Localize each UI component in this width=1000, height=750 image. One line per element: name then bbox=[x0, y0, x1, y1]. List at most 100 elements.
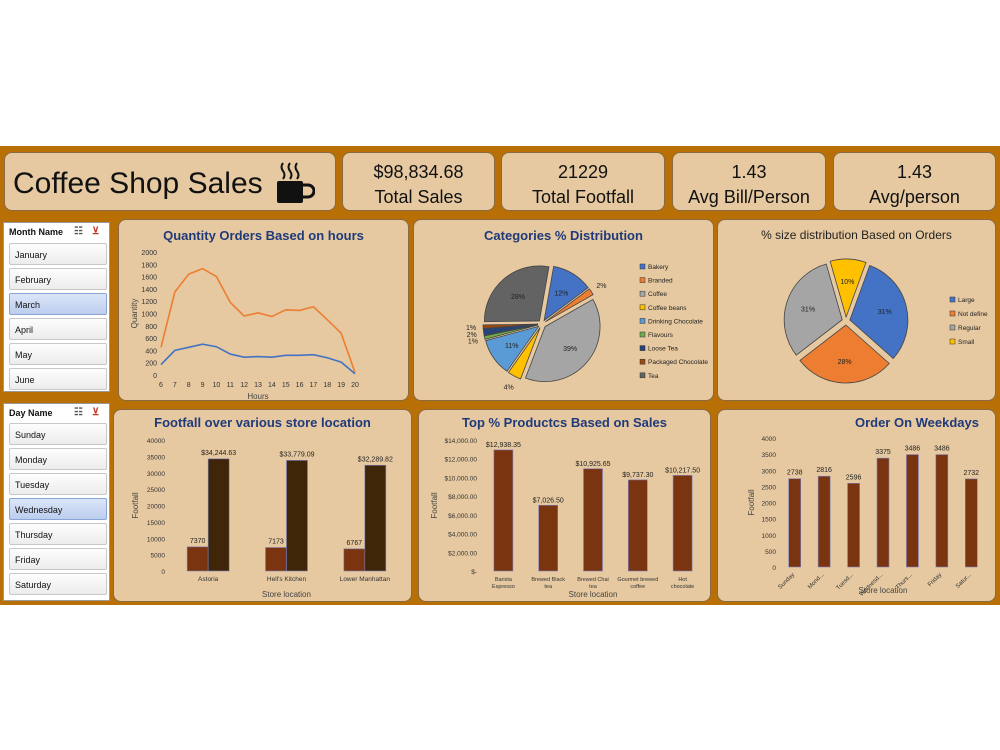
page-title: Coffee Shop Sales bbox=[13, 167, 263, 200]
x-tick-label: 6 bbox=[159, 382, 163, 389]
pie-data-label: 39% bbox=[563, 346, 577, 353]
day-item-wednesday[interactable]: Wednesday bbox=[9, 498, 107, 520]
footfall-bar-chart: 0 5000 10000 15000 20000 25000 30000 35000 40000… bbox=[131, 438, 393, 599]
y-tick-label: 1400 bbox=[141, 287, 157, 294]
day-item-thursday[interactable]: Thursday bbox=[9, 523, 107, 545]
x-tick-label: tea bbox=[589, 584, 598, 590]
y-tick-label: $8,000.00 bbox=[448, 494, 477, 501]
pie-data-label: 28% bbox=[838, 359, 852, 366]
day-item-monday[interactable]: Monday bbox=[9, 448, 107, 470]
chart-title: Order On Weekdays bbox=[854, 415, 979, 430]
x-tick-label: 18 bbox=[323, 382, 331, 389]
x-tick-label: 19 bbox=[337, 382, 345, 389]
series-line-0 bbox=[160, 267, 356, 373]
legend-entry: Small bbox=[958, 339, 975, 346]
y-tick-label: 35000 bbox=[147, 454, 165, 461]
pie-data-label: 1% bbox=[466, 325, 476, 332]
coffee-cup-icon bbox=[277, 162, 315, 203]
day-item-tuesday[interactable]: Tuesday bbox=[9, 473, 107, 495]
bar bbox=[672, 475, 693, 572]
day-item-sunday[interactable]: Sunday bbox=[9, 423, 107, 445]
x-tick-label: Lower Manhattan bbox=[340, 576, 391, 583]
y-tick-label: 40000 bbox=[147, 438, 165, 445]
pie-slice-2 bbox=[524, 298, 601, 382]
kpi-avg-person: 1.43 Avg/person bbox=[833, 152, 996, 211]
bar bbox=[186, 546, 209, 572]
legend-swatch bbox=[949, 310, 956, 317]
legend-swatch bbox=[949, 338, 956, 345]
sizes-chart-card: % size distribution Based on Orders 31% 2… bbox=[717, 219, 996, 401]
legend-swatch bbox=[949, 296, 956, 303]
multi-select-icon[interactable]: ☷ bbox=[74, 226, 83, 237]
sizes-pie-chart: 31% 28% 31% 10% Large Not define Regular Small bbox=[783, 258, 988, 384]
day-item-friday[interactable]: Friday bbox=[9, 548, 107, 570]
bar bbox=[583, 468, 603, 572]
month-item-march[interactable]: March bbox=[9, 293, 107, 315]
bar-data-label: $32,289.82 bbox=[358, 456, 393, 463]
bar bbox=[876, 457, 890, 568]
legend-swatch bbox=[639, 345, 646, 351]
x-tick-label: 7 bbox=[173, 382, 177, 389]
legend-swatch bbox=[639, 304, 646, 311]
slicer-title: Month Name bbox=[9, 227, 63, 237]
series-line-1 bbox=[160, 343, 356, 375]
pie-data-label: 4% bbox=[504, 385, 514, 392]
x-tick-label: Tuesd... bbox=[836, 572, 856, 592]
y-tick-label: 1800 bbox=[141, 262, 157, 269]
x-tick-label: 13 bbox=[254, 382, 262, 389]
month-item-may[interactable]: May bbox=[9, 343, 107, 365]
x-tick-label: tea bbox=[544, 584, 553, 590]
pie-data-label: 31% bbox=[878, 309, 892, 316]
weekdays-chart-card: Order On Weekdays 0 500 1000 1500 2000 2500 30… bbox=[717, 409, 996, 602]
x-tick-label: 16 bbox=[296, 382, 304, 389]
bar bbox=[265, 547, 287, 572]
y-tick-label: 0 bbox=[772, 565, 776, 572]
kpi-total-footfall: 21229 Total Footfall bbox=[501, 152, 665, 211]
bar-data-label: 3375 bbox=[875, 449, 891, 456]
pie-slice-2 bbox=[783, 263, 843, 356]
month-item-january[interactable]: January bbox=[9, 243, 107, 265]
x-tick-label: 12 bbox=[240, 382, 248, 389]
pie-data-label: 1% bbox=[468, 338, 478, 345]
month-item-april[interactable]: April bbox=[9, 318, 107, 340]
x-tick-label: 11 bbox=[227, 382, 234, 389]
bar-data-label: 2732 bbox=[963, 470, 979, 477]
x-tick-label: 15 bbox=[282, 382, 290, 389]
kpi-label: Total Footfall bbox=[531, 187, 635, 207]
day-item-saturday[interactable]: Saturday bbox=[9, 573, 107, 595]
bar-data-label: 2816 bbox=[816, 467, 832, 474]
month-item-june[interactable]: June bbox=[9, 368, 107, 390]
y-tick-label: $12,000.00 bbox=[444, 457, 477, 464]
legend-entry: Not define bbox=[958, 311, 988, 318]
x-tick-label: Hell's Kitchen bbox=[267, 576, 307, 583]
bar-data-label: $12,938.35 bbox=[486, 442, 521, 449]
y-tick-label: 1500 bbox=[762, 517, 777, 524]
month-item-february[interactable]: February bbox=[9, 268, 107, 290]
pie-data-label: 28% bbox=[511, 294, 525, 301]
bar-data-label: $9,737.30 bbox=[622, 472, 653, 479]
kpi-value: $98,834.68 bbox=[373, 162, 464, 182]
clear-filter-icon[interactable]: ⊻ bbox=[92, 407, 100, 418]
multi-select-icon[interactable]: ☷ bbox=[74, 407, 83, 418]
bar-data-label: 7370 bbox=[190, 538, 206, 545]
title-card: Coffee Shop Sales bbox=[4, 152, 336, 211]
bar bbox=[788, 478, 802, 568]
x-tick-label: Astoria bbox=[198, 576, 219, 583]
bar-data-label: 2596 bbox=[846, 474, 862, 481]
chart-title: Quantity Orders Based on hours bbox=[163, 228, 364, 243]
clear-filter-icon[interactable]: ⊻ bbox=[92, 226, 100, 237]
y-tick-label: 1000 bbox=[141, 312, 157, 319]
kpi-total-sales: $98,834.68 Total Sales bbox=[342, 152, 495, 211]
dashboard: Coffee Shop Sales $98,834.68 Total Sales… bbox=[0, 146, 1000, 605]
chart-title: Categories % Distribution bbox=[484, 228, 643, 243]
y-axis-label: Footfall bbox=[747, 489, 756, 515]
y-tick-label: 20000 bbox=[147, 504, 165, 511]
hours-line-chart: 0 200 400 600 800 1000 1200 1400 1600 1800 2000 6 7 8… bbox=[130, 250, 359, 400]
x-tick-label: 14 bbox=[268, 382, 276, 389]
categories-pie-chart: 12%2%39%4%11%1%2%1%28%BakeryBrandedCoffe… bbox=[466, 263, 708, 392]
pie-slice-7 bbox=[482, 323, 539, 329]
x-tick-label: coffee bbox=[630, 584, 645, 590]
hours-chart-card: Quantity Orders Based on hours 0 200 400 60… bbox=[118, 219, 409, 401]
pie-data-label: 31% bbox=[801, 307, 815, 314]
pie-slice-3 bbox=[829, 258, 867, 319]
